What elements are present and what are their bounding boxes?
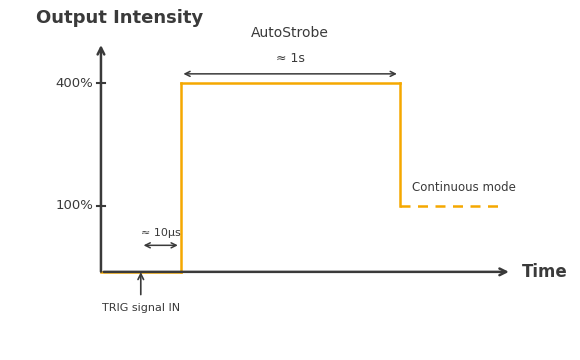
Text: Time: Time <box>521 263 567 281</box>
Text: Continuous mode: Continuous mode <box>412 181 516 194</box>
Text: ≈ 1s: ≈ 1s <box>276 52 304 65</box>
Text: 100%: 100% <box>56 199 93 212</box>
Text: ≈ 10μs: ≈ 10μs <box>141 228 180 238</box>
Text: TRIG signal IN: TRIG signal IN <box>102 303 180 314</box>
Text: AutoStrobe: AutoStrobe <box>251 26 329 40</box>
Text: 400%: 400% <box>56 77 93 90</box>
Text: Output Intensity: Output Intensity <box>36 9 204 27</box>
